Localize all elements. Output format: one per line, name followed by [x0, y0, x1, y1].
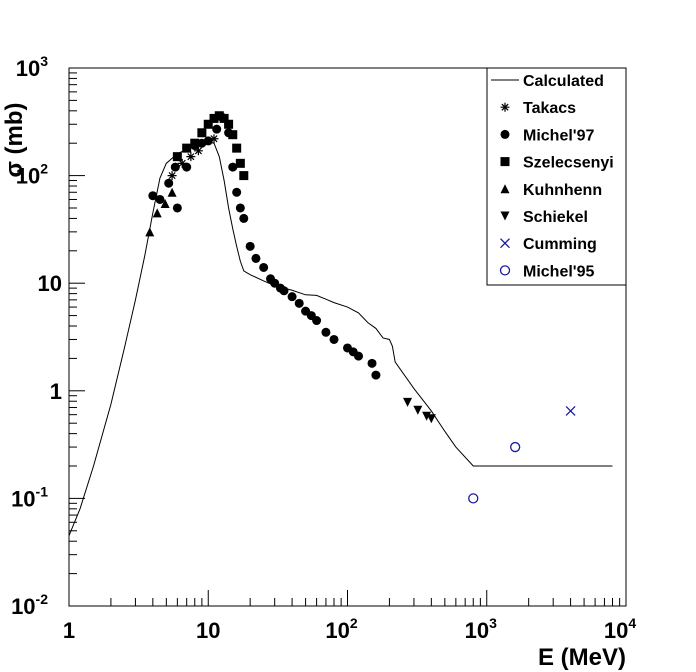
legend-symbol	[499, 265, 511, 276]
data-point	[152, 208, 162, 218]
data-point	[209, 113, 219, 123]
y-tick-label: 103	[16, 53, 48, 81]
tick-labels: 1 10 102 103 104 10-2 10-1 1 10 102 103	[11, 53, 636, 643]
data-point	[197, 128, 207, 138]
x-axis-title: E (MeV)	[538, 644, 626, 671]
data-point	[209, 134, 219, 144]
series-line	[68, 141, 613, 536]
data-point	[287, 292, 297, 302]
data-point	[164, 178, 174, 188]
data-point	[214, 111, 224, 121]
data-point	[239, 171, 249, 181]
data-point	[167, 171, 177, 181]
x-tick-label: 10	[196, 618, 220, 643]
x-tick-label: 103	[465, 615, 497, 643]
legend-label: Calculated	[523, 73, 604, 90]
data-point	[228, 162, 238, 172]
y-tick-label: 10-1	[11, 483, 48, 511]
data-point	[224, 119, 234, 129]
data-point	[468, 493, 479, 504]
data-point	[329, 334, 339, 344]
data-point	[177, 158, 187, 168]
y-tick-label: 102	[16, 161, 48, 189]
data-point	[259, 262, 269, 272]
data-point	[354, 351, 364, 361]
legend-symbol	[500, 157, 510, 167]
data-point	[232, 143, 242, 153]
legend-symbol	[500, 211, 510, 221]
calculated-curve	[68, 141, 613, 536]
data-point	[367, 358, 377, 368]
y-tick-label: 10-2	[11, 591, 48, 619]
data-point	[186, 152, 196, 162]
x-tick-label: 1	[63, 618, 75, 643]
data-point	[172, 152, 182, 162]
y-tick-label: 10	[38, 271, 62, 296]
data-point	[422, 411, 432, 421]
data-point	[312, 316, 322, 326]
data-point	[148, 191, 158, 201]
x-tick-label: 102	[325, 615, 357, 643]
data-point	[235, 203, 245, 213]
data-point	[245, 241, 255, 251]
data-point	[371, 370, 381, 380]
legend-label: Cumming	[523, 236, 597, 253]
legend-symbol	[500, 102, 510, 112]
data-point	[160, 199, 170, 209]
data-point	[182, 162, 192, 172]
data-point	[232, 187, 242, 197]
legend-label: Michel'97	[523, 127, 594, 144]
data-point	[219, 113, 229, 123]
data-point	[565, 405, 576, 416]
data-point	[193, 146, 203, 156]
data-point	[251, 253, 261, 263]
legend-symbol	[500, 238, 510, 249]
legend-label: Michel'95	[523, 263, 594, 280]
data-point	[203, 119, 213, 129]
legend-symbol	[500, 129, 510, 139]
data-point	[167, 187, 177, 197]
data-point	[413, 405, 423, 415]
axis-ticks	[68, 67, 627, 607]
data-point	[294, 298, 304, 308]
data-point	[403, 397, 413, 407]
legend: Calculated Takacs Michel'97 Szelecsenyi Kuhn…	[486, 67, 627, 286]
data-point	[321, 327, 331, 337]
data-point	[145, 227, 155, 237]
data-point	[212, 124, 222, 134]
y-axis-title: σ (mb)	[1, 102, 28, 177]
data-point	[510, 441, 521, 453]
data-point	[155, 194, 165, 204]
legend-label: Takacs	[523, 100, 576, 117]
data-markers	[145, 111, 576, 504]
data-point	[426, 414, 436, 424]
data-point	[170, 162, 180, 172]
data-point	[228, 130, 238, 140]
data-point	[190, 138, 200, 148]
x-tick-label: 104	[604, 615, 636, 643]
legend-symbol	[500, 184, 510, 194]
y-tick-label: 1	[50, 379, 62, 404]
data-point	[182, 143, 192, 153]
legend-label: Kuhnhenn	[523, 182, 602, 199]
data-point	[279, 286, 289, 296]
data-point	[203, 136, 213, 146]
data-point	[239, 213, 249, 223]
legend-label: Schiekel	[523, 209, 588, 226]
data-point	[172, 203, 182, 213]
legend-label: Szelecsenyi	[523, 155, 614, 172]
legend-box	[486, 67, 627, 286]
data-point	[235, 158, 245, 168]
